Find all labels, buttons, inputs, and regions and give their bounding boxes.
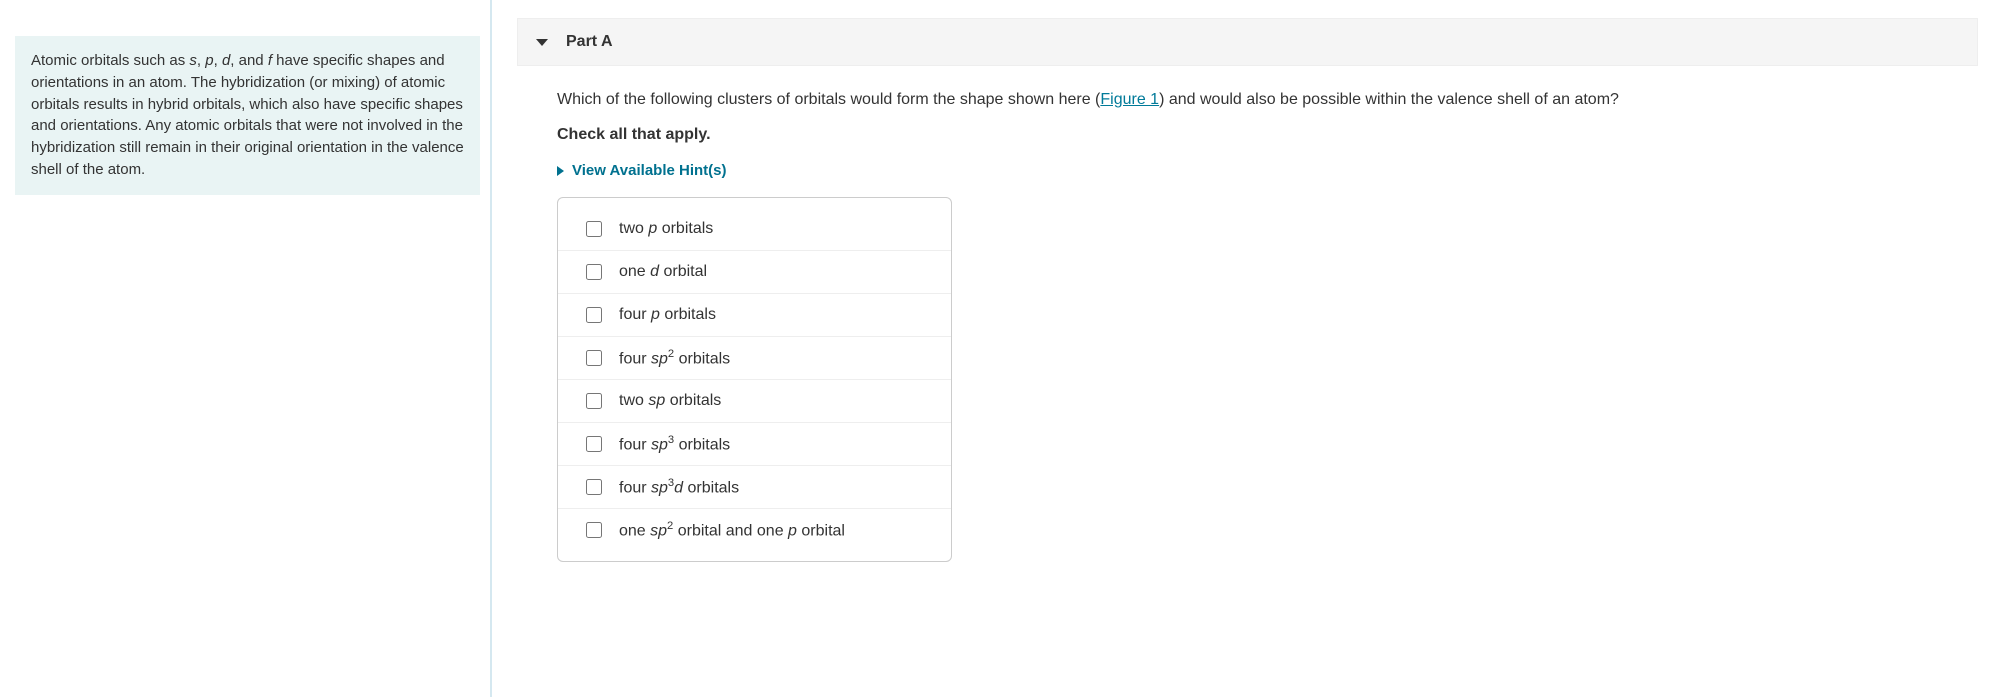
- part-title: Part A: [566, 33, 613, 51]
- option-row[interactable]: four sp3 orbitals: [558, 422, 951, 465]
- option-row[interactable]: two p orbitals: [558, 208, 951, 250]
- caret-right-icon: [557, 166, 564, 176]
- option-checkbox[interactable]: [586, 479, 602, 495]
- option-checkbox[interactable]: [586, 522, 602, 538]
- option-label: four sp3 orbitals: [619, 434, 730, 454]
- figure-link[interactable]: Figure 1: [1100, 91, 1159, 108]
- option-row[interactable]: four p orbitals: [558, 293, 951, 336]
- question-text: Which of the following clusters of orbit…: [557, 88, 1937, 112]
- part-header[interactable]: Part A: [517, 18, 1978, 66]
- option-label: four sp3d orbitals: [619, 477, 739, 497]
- option-label: four sp2 orbitals: [619, 348, 730, 368]
- view-hints-toggle[interactable]: View Available Hint(s): [557, 162, 1937, 179]
- option-checkbox[interactable]: [586, 221, 602, 237]
- option-row[interactable]: two sp orbitals: [558, 379, 951, 422]
- option-checkbox[interactable]: [586, 436, 602, 452]
- option-checkbox[interactable]: [586, 393, 602, 409]
- intro-box: Atomic orbitals such as s, p, d, and f h…: [15, 36, 480, 195]
- check-all-label: Check all that apply.: [557, 126, 1937, 144]
- hints-label: View Available Hint(s): [572, 162, 727, 179]
- option-row[interactable]: one sp2 orbital and one p orbital: [558, 508, 951, 551]
- caret-down-icon: [536, 39, 548, 46]
- intro-text: Atomic orbitals such as s, p, d, and f h…: [31, 52, 464, 178]
- option-checkbox[interactable]: [586, 307, 602, 323]
- option-label: two sp orbitals: [619, 392, 721, 410]
- option-label: one sp2 orbital and one p orbital: [619, 520, 845, 540]
- options-box: two p orbitals one d orbital four p orbita…: [557, 197, 952, 562]
- option-row[interactable]: four sp3d orbitals: [558, 465, 951, 508]
- option-row[interactable]: four sp2 orbitals: [558, 336, 951, 379]
- option-checkbox[interactable]: [586, 264, 602, 280]
- option-label: four p orbitals: [619, 306, 716, 324]
- option-label: two p orbitals: [619, 220, 713, 238]
- option-checkbox[interactable]: [586, 350, 602, 366]
- option-label: one d orbital: [619, 263, 707, 281]
- option-row[interactable]: one d orbital: [558, 250, 951, 293]
